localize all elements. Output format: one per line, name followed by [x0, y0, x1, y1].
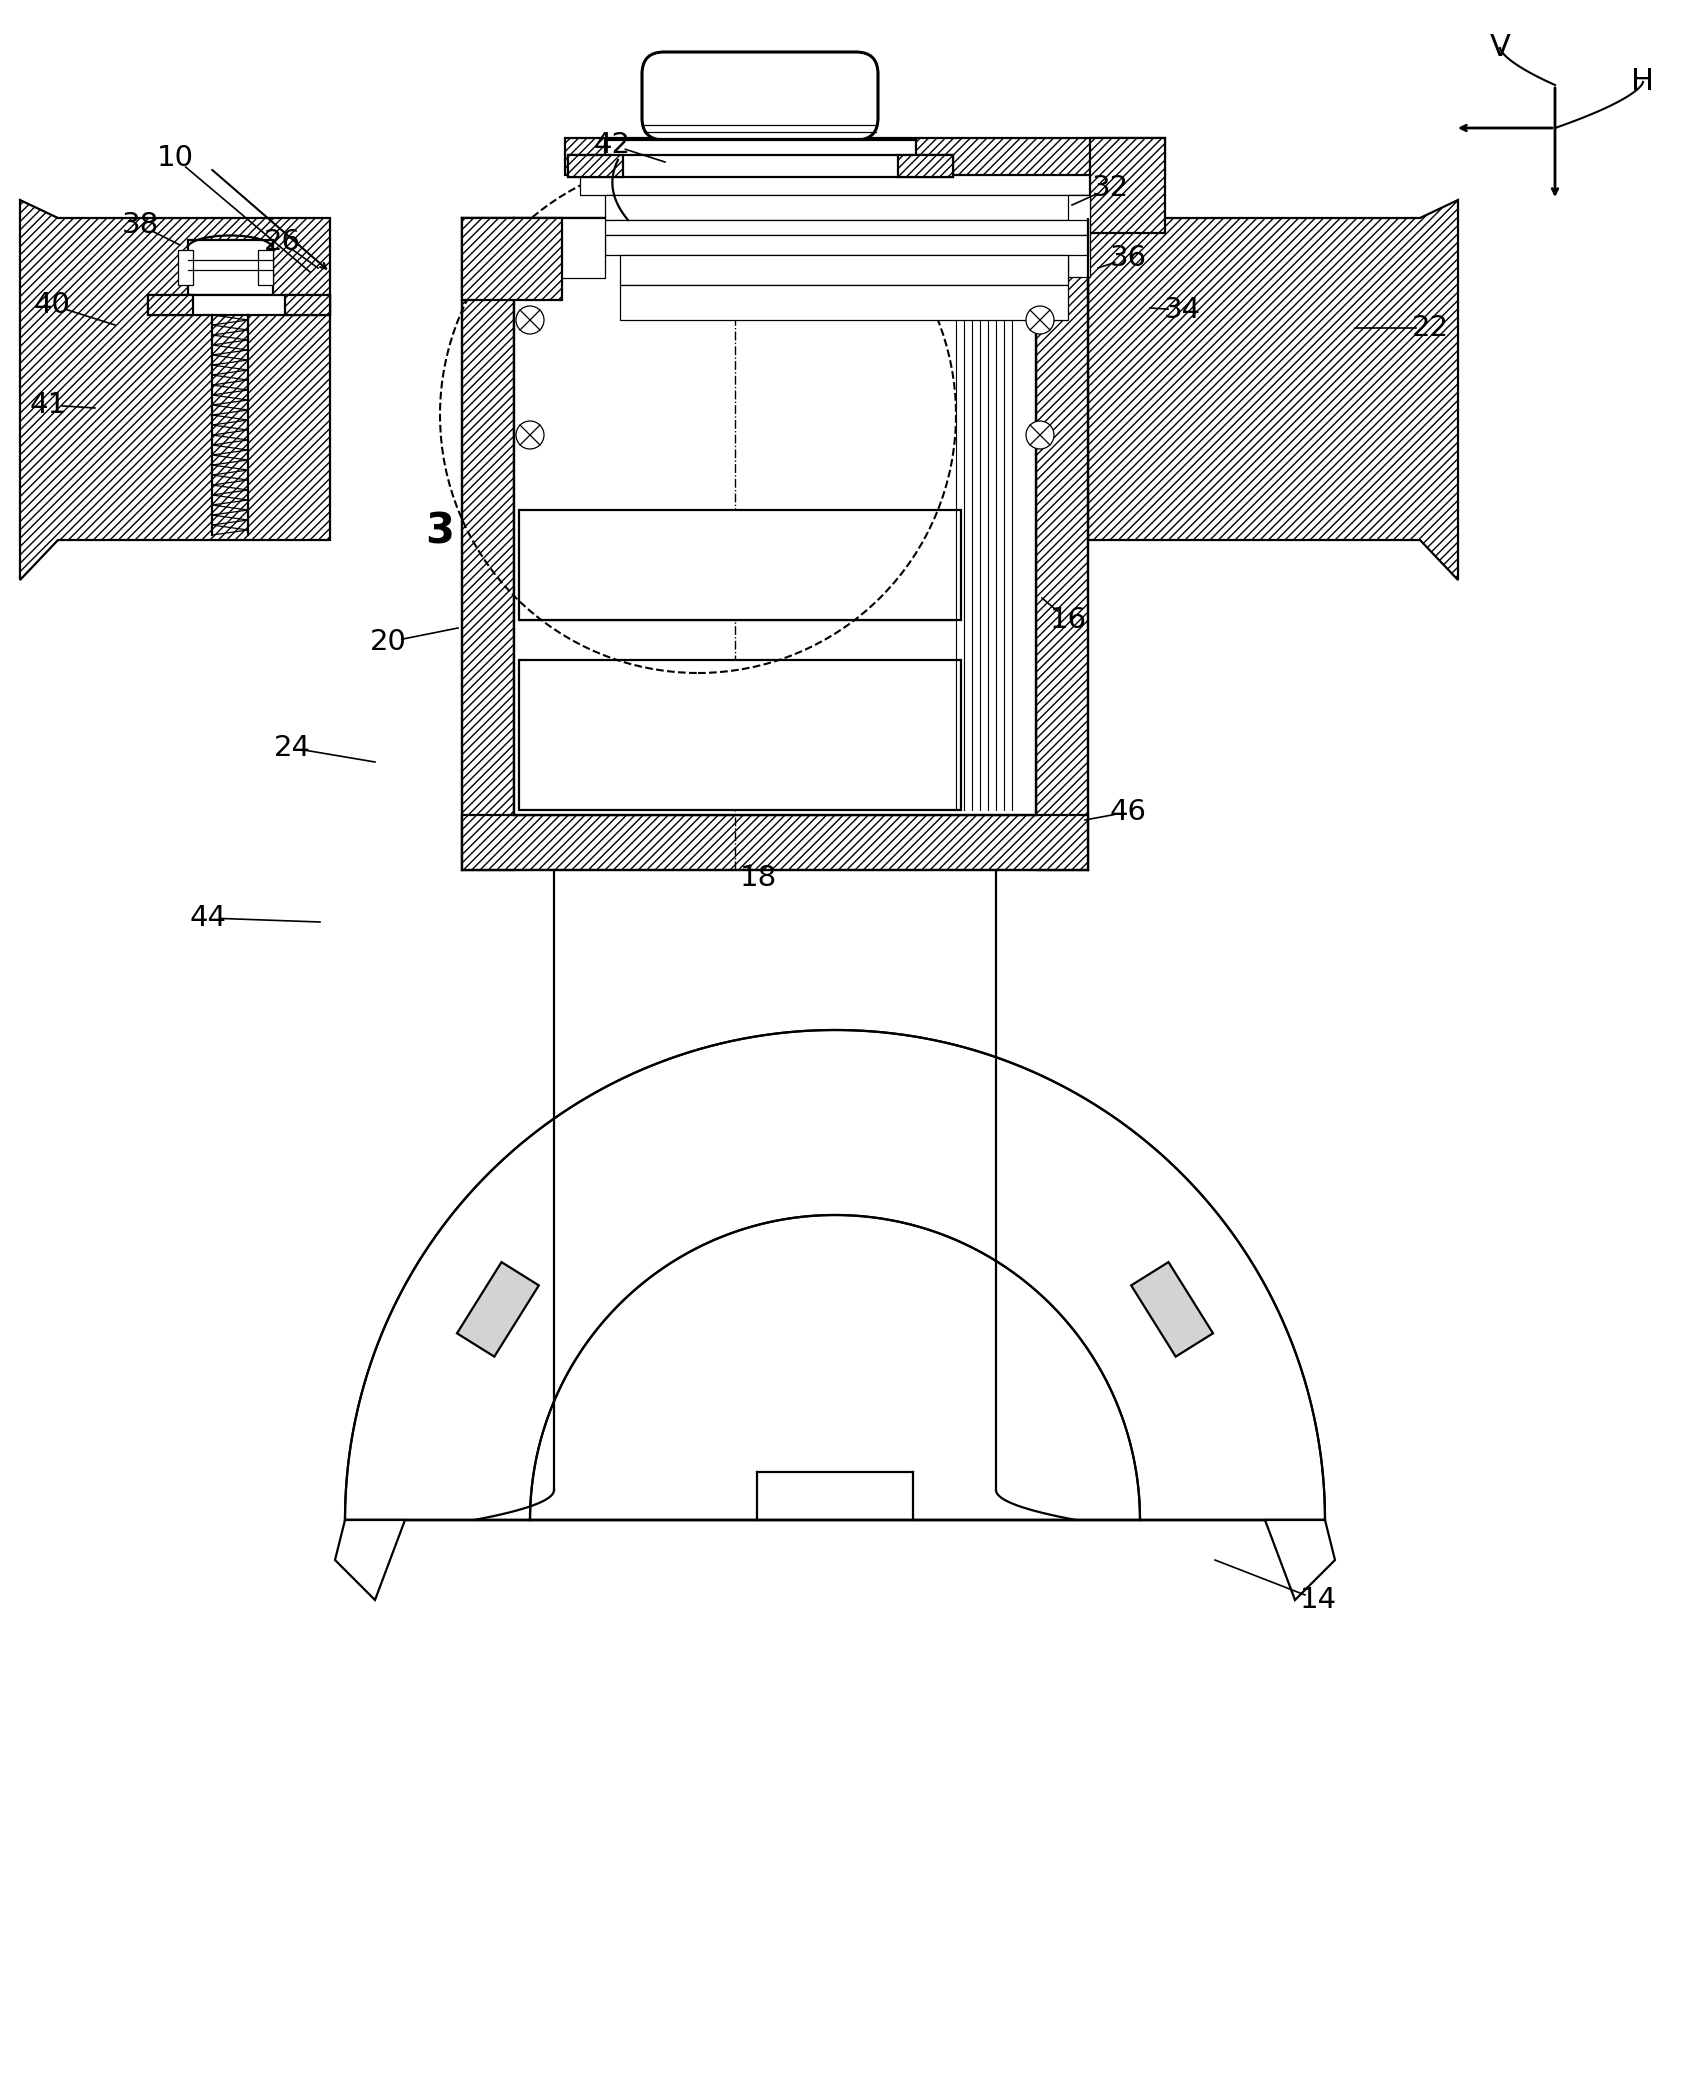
Text: 46: 46 — [1110, 797, 1147, 826]
Bar — [1037, 219, 1088, 870]
Bar — [568, 154, 953, 177]
Bar — [461, 219, 562, 300]
Bar — [604, 139, 916, 160]
Bar — [562, 219, 604, 279]
Text: 44: 44 — [189, 903, 226, 932]
Bar — [461, 219, 514, 870]
Text: 36: 36 — [1110, 243, 1147, 273]
Bar — [259, 250, 272, 285]
Text: H: H — [1632, 67, 1654, 96]
Text: 22: 22 — [1411, 314, 1448, 341]
Bar — [1089, 137, 1164, 233]
Bar — [519, 510, 962, 620]
Text: 34: 34 — [1164, 296, 1200, 325]
Text: 26: 26 — [264, 229, 301, 256]
Polygon shape — [20, 200, 330, 581]
Bar — [1067, 196, 1089, 277]
Text: 38: 38 — [121, 210, 158, 239]
Bar — [580, 221, 1088, 235]
Text: 18: 18 — [739, 864, 776, 893]
Circle shape — [516, 420, 545, 449]
Bar — [604, 196, 1120, 221]
Polygon shape — [1132, 1261, 1214, 1357]
Text: 24: 24 — [274, 735, 310, 762]
Bar — [187, 239, 272, 296]
Polygon shape — [346, 1030, 1324, 1519]
Text: 3: 3 — [426, 512, 454, 554]
Circle shape — [1026, 420, 1054, 449]
Circle shape — [1026, 306, 1054, 333]
Bar — [568, 154, 623, 177]
Bar — [620, 256, 1067, 285]
Circle shape — [516, 306, 545, 333]
Bar — [514, 219, 1037, 816]
Bar — [148, 296, 330, 314]
Bar — [620, 285, 1067, 320]
Bar — [565, 137, 1164, 175]
Bar — [179, 250, 192, 285]
Polygon shape — [1265, 1519, 1334, 1600]
Text: 16: 16 — [1050, 606, 1086, 635]
Text: 20: 20 — [369, 628, 407, 656]
Bar — [148, 296, 192, 314]
Polygon shape — [458, 1261, 540, 1357]
Polygon shape — [1088, 200, 1459, 581]
Text: 40: 40 — [34, 291, 70, 318]
Bar — [461, 816, 1088, 870]
Text: 10: 10 — [157, 144, 194, 173]
Text: 42: 42 — [594, 131, 630, 158]
Polygon shape — [335, 1519, 405, 1600]
Text: V: V — [1489, 33, 1510, 62]
Bar — [284, 296, 330, 314]
Text: 41: 41 — [29, 391, 66, 418]
Text: 32: 32 — [1091, 175, 1128, 202]
FancyBboxPatch shape — [642, 52, 878, 139]
Bar — [899, 154, 953, 177]
Bar — [519, 660, 962, 810]
Bar — [604, 235, 1088, 256]
Bar — [580, 175, 1149, 196]
Text: 14: 14 — [1299, 1586, 1336, 1615]
